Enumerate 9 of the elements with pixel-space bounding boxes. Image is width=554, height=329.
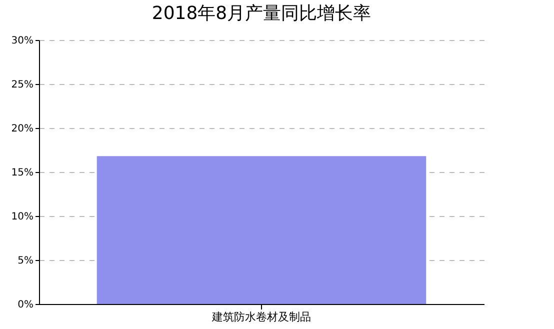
chart-title: 2018年8月产量同比增长率 — [152, 3, 372, 24]
y-tick-label: 15% — [11, 168, 34, 178]
y-tick-label: 5% — [18, 256, 34, 266]
y-tick-label: 0% — [18, 300, 34, 310]
y-tick-label: 10% — [11, 212, 34, 222]
y-tick-label: 20% — [11, 124, 34, 134]
y-tick-label: 30% — [11, 36, 34, 46]
x-tick-label: 建筑防水卷材及制品 — [211, 310, 311, 324]
y-tick-label: 25% — [11, 80, 34, 90]
